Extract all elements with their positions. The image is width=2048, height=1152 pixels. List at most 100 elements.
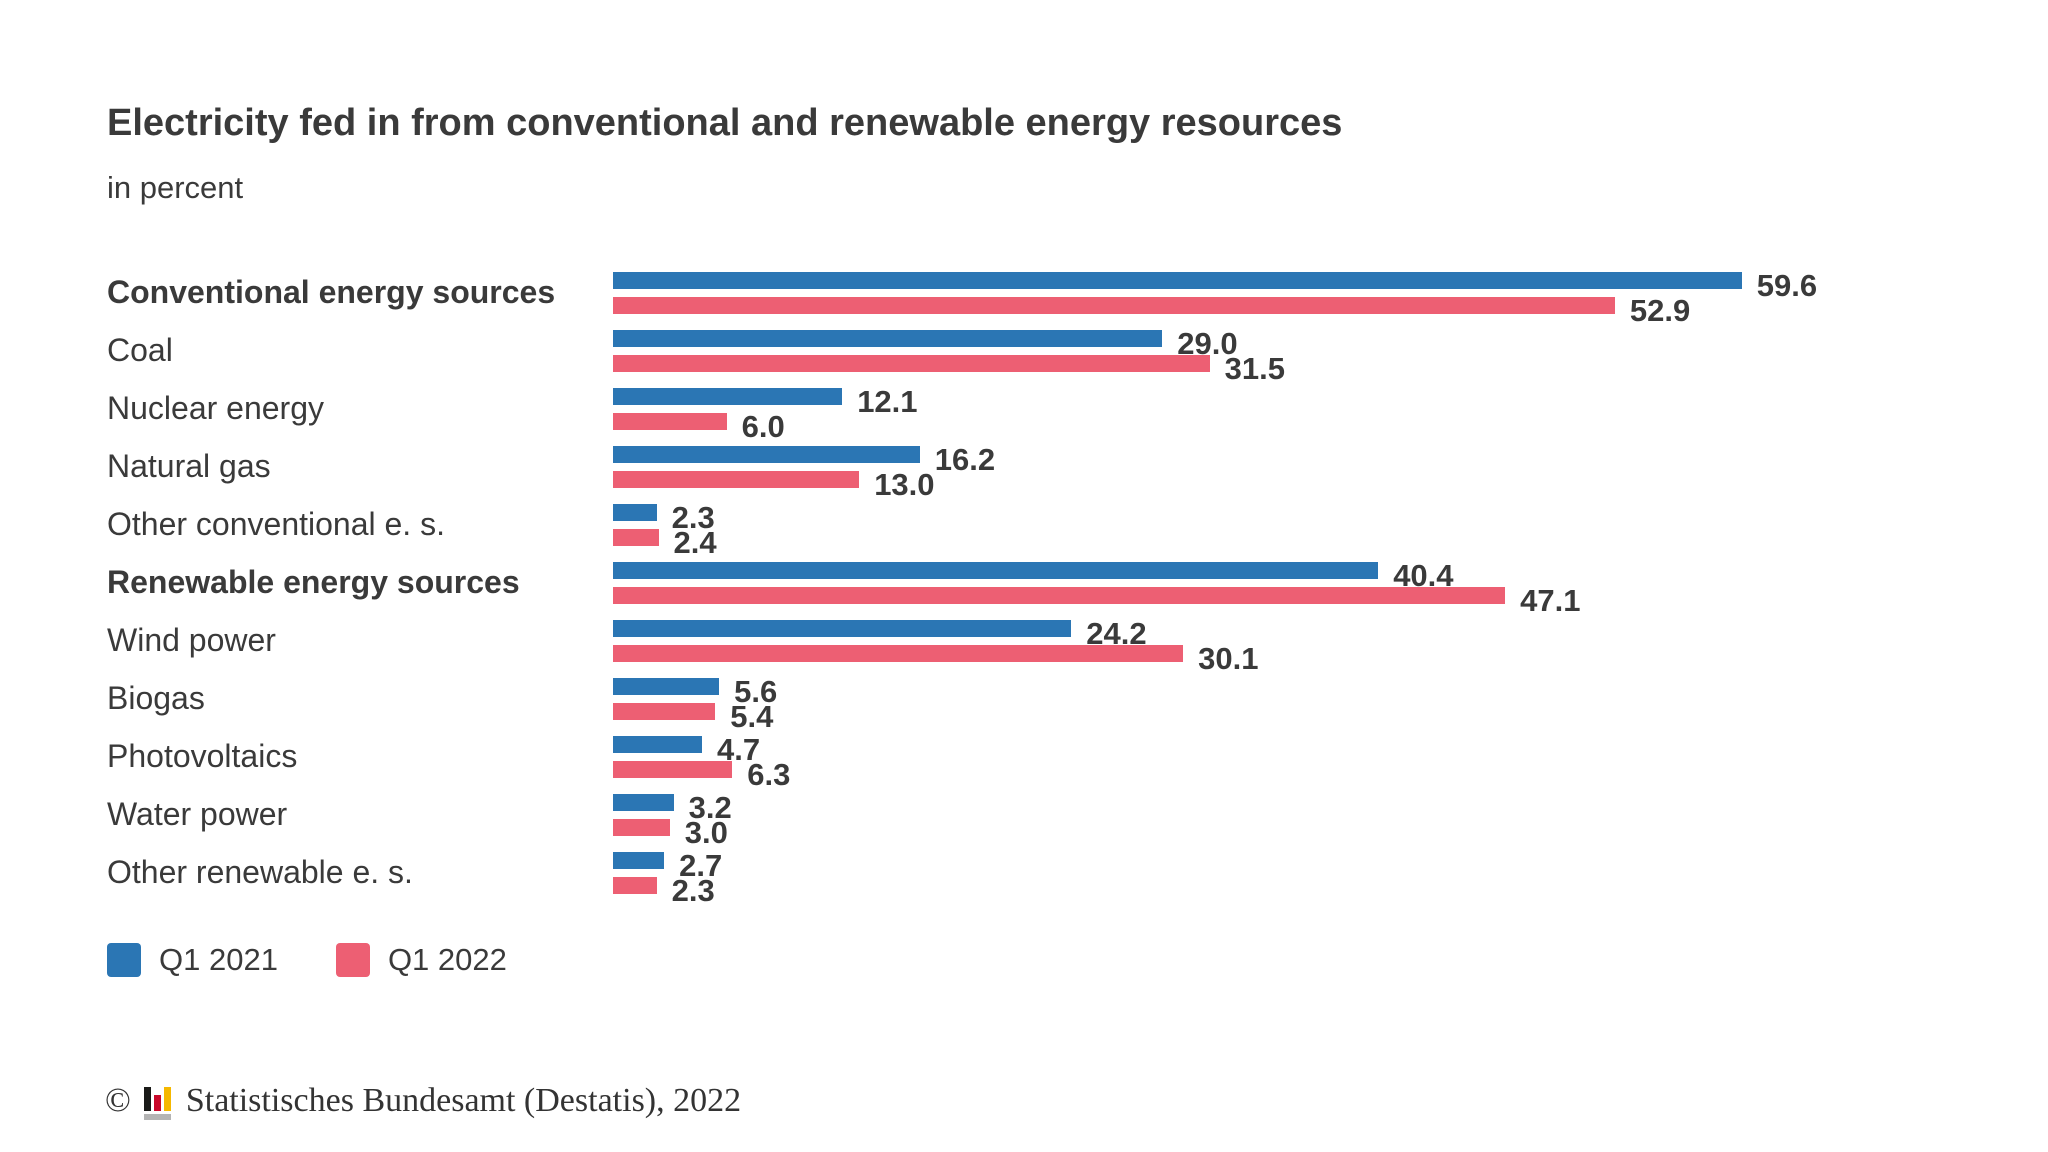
category-label: Wind power xyxy=(107,622,276,659)
bar-q1-2022 xyxy=(613,412,727,430)
bar-line: 2.3 xyxy=(613,875,2048,906)
chart-row: Water power 3.2 3.0 xyxy=(107,792,2048,848)
category-label: Water power xyxy=(107,796,288,833)
bar-line: 29.0 xyxy=(613,328,2048,359)
bar-line: 3.0 xyxy=(613,817,2048,848)
bar-line: 12.1 xyxy=(613,386,2048,417)
bar-q1-2022 xyxy=(613,760,733,778)
bar-line: 5.4 xyxy=(613,701,2048,732)
value-label: 5.6 xyxy=(734,673,778,709)
chart-row: Wind power 24.2 30.1 xyxy=(107,618,2048,674)
legend-swatch-q1-2021 xyxy=(107,942,141,977)
bar-line: 2.3 xyxy=(613,502,2048,533)
bar-line: 30.1 xyxy=(613,643,2048,674)
chart-row: Other conventional e. s. 2.3 2.4 xyxy=(107,502,2048,558)
bar-line: 2.7 xyxy=(613,850,2048,881)
category-label: Natural gas xyxy=(107,448,271,485)
bar-q1-2021 xyxy=(613,387,843,405)
bar-line: 24.2 xyxy=(613,618,2048,649)
value-label: 47.1 xyxy=(1520,582,1581,618)
value-label: 52.9 xyxy=(1629,292,1691,328)
bar-q1-2021 xyxy=(613,271,1742,289)
bar-q1-2022 xyxy=(613,470,860,488)
bar-q1-2022 xyxy=(613,876,657,894)
value-label: 40.4 xyxy=(1393,557,1454,593)
bar-q1-2021 xyxy=(613,503,657,521)
category-label: Photovoltaics xyxy=(107,738,298,775)
bar-q1-2022 xyxy=(613,586,1506,604)
legend-item-q1-2022: Q1 2022 xyxy=(335,941,507,978)
bar-line: 13.0 xyxy=(613,469,2048,500)
bar-q1-2022 xyxy=(613,354,1210,372)
bar-q1-2022 xyxy=(613,644,1184,662)
bar-line: 31.5 xyxy=(613,353,2048,384)
destatis-logo-icon xyxy=(143,1086,171,1120)
bar-q1-2021 xyxy=(613,445,920,463)
value-label: 2.3 xyxy=(671,499,715,535)
category-label: Nuclear energy xyxy=(107,390,324,427)
bar-q1-2022 xyxy=(613,818,670,836)
bar-line: 3.2 xyxy=(613,792,2048,823)
value-label: 29.0 xyxy=(1177,325,1238,361)
category-label: Coal xyxy=(107,332,173,369)
bar-q1-2021 xyxy=(613,561,1379,579)
bar-q1-2022 xyxy=(613,528,659,546)
chart-row: Other renewable e. s. 2.7 2.3 xyxy=(107,850,2048,906)
bar-line: 5.6 xyxy=(613,676,2048,707)
bar-line: 6.0 xyxy=(613,411,2048,442)
legend-swatch-q1-2022 xyxy=(335,942,370,977)
chart-row: Renewable energy sources 40.4 47.1 xyxy=(107,560,2048,616)
chart-row: Natural gas 16.2 13.0 xyxy=(107,441,2048,500)
grouped-bar-chart: Conventional energy sources 59.6 52.9 Coal 2… xyxy=(107,270,2048,906)
chart-row: Nuclear energy 12.1 6.0 xyxy=(107,386,2048,442)
bar-line: 52.9 xyxy=(613,295,2048,326)
legend-label-q1-2022: Q1 2022 xyxy=(387,941,507,977)
bar-q1-2021 xyxy=(613,677,720,695)
bar-q1-2021 xyxy=(613,793,674,811)
value-label: 2.4 xyxy=(673,524,717,560)
bar-q1-2021 xyxy=(613,619,1072,637)
value-label: 13.0 xyxy=(874,466,935,502)
category-label: Biogas xyxy=(107,680,205,717)
bar-line: 4.7 xyxy=(613,734,2048,765)
bar-q1-2022 xyxy=(613,296,1615,314)
value-label: 2.7 xyxy=(679,847,723,883)
chart-subtitle: in percent xyxy=(107,169,244,205)
bar-line: 47.1 xyxy=(613,585,2048,616)
category-label: Conventional energy sources xyxy=(107,274,556,311)
bar-line: 40.4 xyxy=(613,560,2048,591)
legend-label-q1-2021: Q1 2021 xyxy=(159,941,278,977)
value-label: 30.1 xyxy=(1198,640,1259,676)
value-label: 16.2 xyxy=(934,441,996,477)
value-label: 3.0 xyxy=(684,814,728,850)
chart-legend: Q1 2021 Q1 2022 xyxy=(107,942,2048,978)
category-label: Other conventional e. s. xyxy=(107,506,445,543)
value-label: 24.2 xyxy=(1086,615,1147,651)
chart-row: Coal 29.0 31.5 xyxy=(107,328,2048,384)
bar-line: 6.3 xyxy=(613,759,2048,790)
bar-line: 59.6 xyxy=(613,270,2048,301)
value-label: 59.6 xyxy=(1756,267,1818,303)
bar-q1-2021 xyxy=(613,735,702,753)
value-label: 6.0 xyxy=(741,408,785,444)
bar-q1-2021 xyxy=(613,851,665,869)
bar-line: 2.4 xyxy=(613,527,2048,558)
value-label: 4.7 xyxy=(717,731,761,767)
value-label: 6.3 xyxy=(747,756,791,792)
chart-row: Conventional energy sources 59.6 52.9 xyxy=(107,270,2048,326)
bar-q1-2022 xyxy=(613,702,716,720)
page-title: Electricity fed in from conventional and… xyxy=(107,102,1343,144)
bar-q1-2021 xyxy=(613,329,1163,347)
value-label: 2.3 xyxy=(671,872,715,908)
legend-item-q1-2021: Q1 2021 xyxy=(107,942,278,978)
value-label: 12.1 xyxy=(857,383,918,419)
category-label: Other renewable e. s. xyxy=(107,854,413,891)
category-label: Renewable energy sources xyxy=(107,564,520,601)
chart-row: Photovoltaics 4.7 6.3 xyxy=(107,734,2048,790)
chart-row: Biogas 5.6 5.4 xyxy=(107,676,2048,732)
copyright-symbol: © xyxy=(105,1082,131,1119)
value-label: 31.5 xyxy=(1224,350,1285,386)
source-attribution: © Statistisches Bundesamt (Destatis), 20… xyxy=(105,1082,741,1120)
value-label: 5.4 xyxy=(730,698,774,734)
